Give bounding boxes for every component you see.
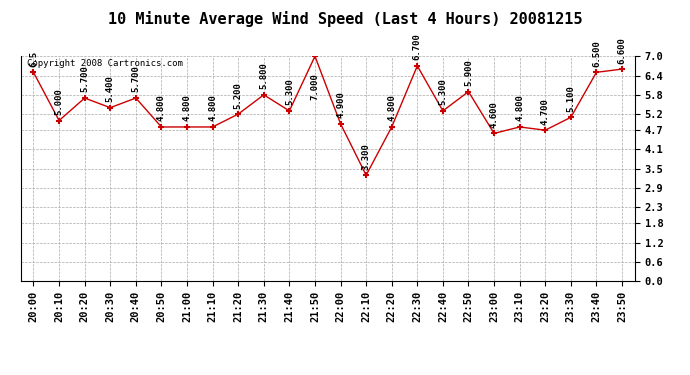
Text: 4.800: 4.800 [515, 94, 524, 122]
Text: 4.900: 4.900 [336, 92, 345, 118]
Text: 5.000: 5.000 [55, 88, 63, 115]
Text: Copyright 2008 Cartronics.com: Copyright 2008 Cartronics.com [27, 58, 183, 68]
Text: 6.600: 6.600 [618, 37, 627, 63]
Text: 5.400: 5.400 [106, 75, 115, 102]
Text: 4.800: 4.800 [157, 94, 166, 122]
Text: 5.700: 5.700 [131, 66, 140, 93]
Text: 5.700: 5.700 [80, 66, 89, 93]
Text: 4.800: 4.800 [387, 94, 396, 122]
Text: 4.600: 4.600 [490, 101, 499, 128]
Text: 4.700: 4.700 [541, 98, 550, 124]
Text: 4.800: 4.800 [208, 94, 217, 122]
Text: 5.300: 5.300 [285, 78, 294, 105]
Text: 5.800: 5.800 [259, 62, 268, 89]
Text: 5.100: 5.100 [566, 85, 575, 112]
Text: 10 Minute Average Wind Speed (Last 4 Hours) 20081215: 10 Minute Average Wind Speed (Last 4 Hou… [108, 11, 582, 27]
Text: 6.500: 6.500 [592, 40, 601, 67]
Text: 5.300: 5.300 [438, 78, 447, 105]
Text: 7.000: 7.000 [310, 73, 319, 100]
Text: 4.800: 4.800 [183, 94, 192, 122]
Text: 6.700: 6.700 [413, 33, 422, 60]
Text: 5.200: 5.200 [234, 82, 243, 108]
Text: 3.300: 3.300 [362, 143, 371, 170]
Text: 6.5: 6.5 [29, 51, 38, 67]
Text: 5.900: 5.900 [464, 59, 473, 86]
